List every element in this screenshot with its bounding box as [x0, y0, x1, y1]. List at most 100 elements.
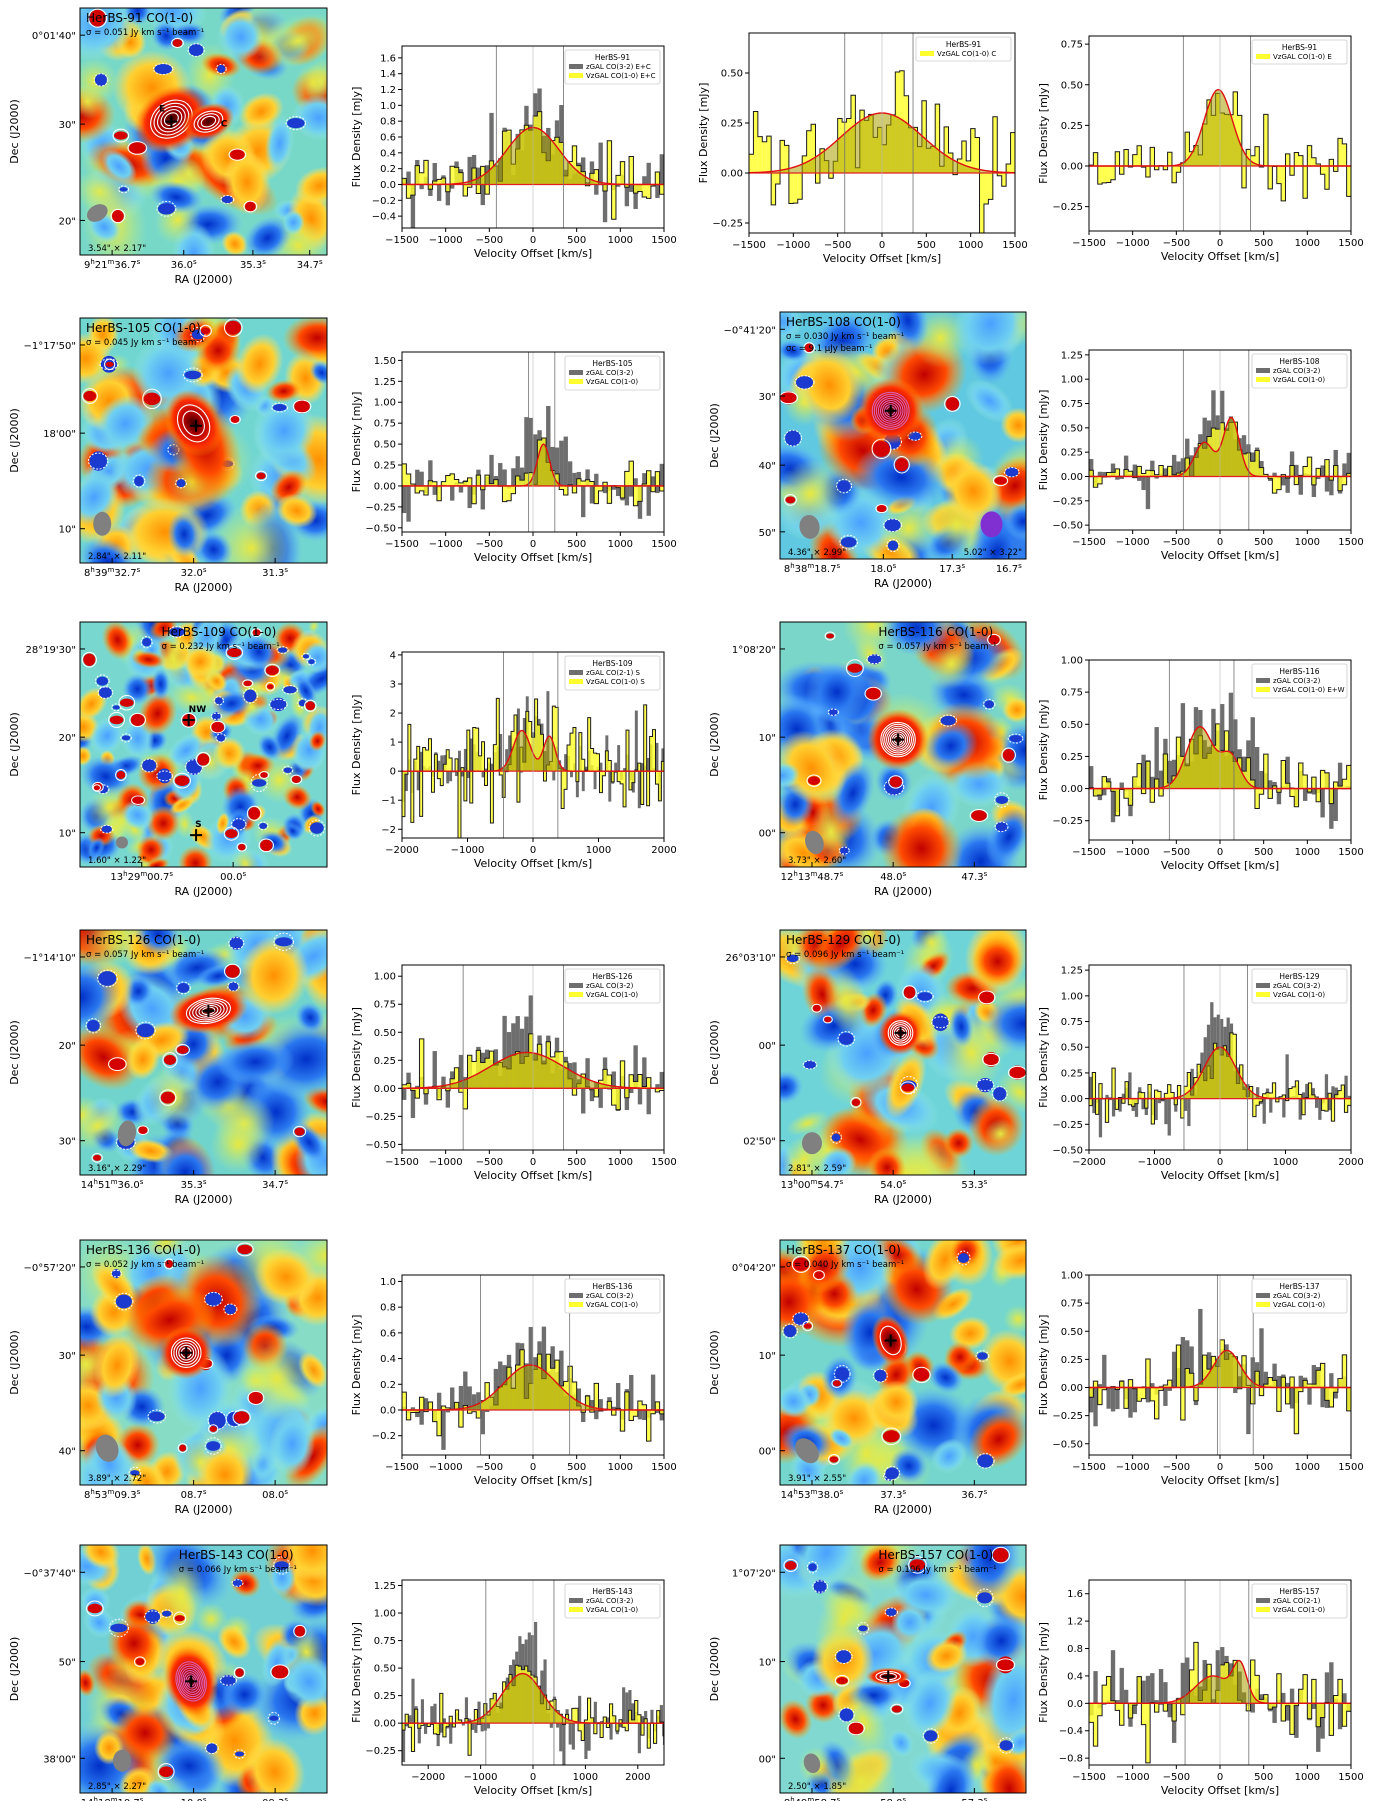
yellow-spectrum-bin — [416, 746, 420, 772]
positive-peak — [238, 843, 246, 851]
y-tick-label: 0.00 — [1061, 784, 1083, 795]
grey-spectrum-bin — [1346, 452, 1351, 477]
grey-spectrum-bin — [562, 1723, 566, 1765]
grey-spectrum-bin — [483, 1723, 487, 1731]
yellow-spectrum-bin — [1250, 780, 1255, 789]
yellow-spectrum-bin — [1158, 465, 1164, 477]
noise-blob — [217, 12, 265, 61]
negative-peak — [205, 1291, 222, 1307]
grey-spectrum-bin — [519, 467, 525, 486]
yellow-spectrum-bin — [1331, 1098, 1335, 1122]
yellow-spectrum-bin — [1269, 1093, 1273, 1099]
yellow-spectrum-bin — [471, 485, 477, 504]
grey-spectrum-bin — [1329, 1373, 1334, 1388]
x-tick-label: 1000 — [573, 1772, 598, 1783]
yellow-spectrum-bin — [1333, 1387, 1338, 1393]
noise-blob — [229, 1569, 262, 1598]
yellow-spectrum-bin — [1095, 1098, 1099, 1115]
grey-spectrum-bin — [1163, 1387, 1168, 1406]
yellow-spectrum-bin — [1119, 1703, 1124, 1726]
yellow-spectrum-bin — [1115, 468, 1120, 477]
yellow-spectrum-bin — [655, 471, 660, 486]
yellow-spectrum-bin — [979, 173, 984, 233]
yellow-spectrum-bin — [1337, 138, 1343, 166]
yellow-spectrum-bin — [1102, 1387, 1107, 1390]
positive-peak — [109, 715, 124, 725]
y-tick-label: 0.2 — [380, 1380, 396, 1391]
y-tick-label: 1 — [390, 738, 396, 749]
positive-peak — [244, 201, 256, 212]
yellow-spectrum-bin — [1281, 474, 1286, 477]
x-tick-label: −500 — [824, 240, 851, 251]
source-emission — [182, 102, 235, 141]
yellow-spectrum-bin — [1150, 788, 1155, 803]
noise-blob — [101, 148, 137, 184]
position-cross — [180, 1346, 193, 1359]
yellow-spectrum-bin — [1292, 1086, 1296, 1099]
yellow-spectrum-bin — [1289, 465, 1295, 477]
yellow-spectrum-bin — [1278, 1096, 1283, 1099]
negative-contour — [257, 821, 269, 831]
x-tick-label: −1000 — [1116, 847, 1150, 858]
positive-peak — [294, 1625, 305, 1637]
yellow-spectrum-bin — [1337, 1679, 1343, 1704]
hb91-map: HerBS-91 CO(1-0)σ = 0.051 Jy km s⁻¹ beam… — [8, 7, 328, 286]
grey-spectrum-bin — [432, 163, 437, 185]
grey-spectrum-bin — [581, 1410, 586, 1423]
yellow-spectrum-bin — [662, 1723, 664, 1736]
yellow-spectrum-bin — [594, 1088, 599, 1097]
legend-entry: VzGAL CO(1-0) E — [1273, 53, 1332, 61]
noise-blob — [134, 930, 182, 956]
grey-spectrum-bin — [428, 184, 433, 196]
negative-peak — [111, 1268, 121, 1279]
positive-contour — [902, 985, 917, 1000]
positive-peak — [803, 1323, 812, 1329]
positive-peak — [997, 1656, 1014, 1674]
noise-blob — [210, 689, 253, 718]
yellow-spectrum-bin — [629, 1410, 634, 1421]
positive-contour — [803, 342, 816, 354]
source-contour — [180, 1667, 202, 1695]
legend-entry: zGAL CO(3-2) — [1273, 982, 1321, 990]
noise-blob — [254, 1018, 327, 1100]
noise-blob — [965, 379, 1014, 423]
grey-spectrum-bin — [415, 1410, 420, 1418]
source-contour — [893, 1026, 908, 1040]
positive-peak — [814, 1271, 824, 1279]
x-tick-label: 0 — [1217, 1462, 1223, 1473]
noise-blob — [146, 1779, 174, 1793]
x-tick-label: 500 — [1254, 1772, 1273, 1783]
negative-contour — [883, 778, 905, 796]
yellow-spectrum-bin — [1316, 1370, 1321, 1388]
position-cross — [202, 1004, 215, 1017]
grey-spectrum-bin — [598, 142, 603, 185]
y-tick-label: 0.25 — [1061, 752, 1083, 763]
ra-tick-label: 34.7s — [262, 1178, 288, 1191]
negative-peak — [858, 1625, 868, 1632]
positive-peak — [211, 720, 224, 734]
yellow-spectrum-bin — [1154, 779, 1159, 789]
positive-peak — [294, 399, 310, 414]
noise-blob — [889, 1447, 929, 1484]
grey-spectrum-bin — [493, 1368, 499, 1410]
dec-tick-label: −0°41'20" — [723, 325, 776, 336]
noise-blob — [167, 510, 201, 558]
grey-spectrum-bin — [1097, 1384, 1103, 1388]
yellow-spectrum-bin — [594, 1383, 599, 1410]
ra-tick-label: 14h18m10.7s — [81, 1796, 144, 1801]
grey-spectrum-bin — [1285, 756, 1290, 789]
x-tick-label: −500 — [1163, 1772, 1190, 1783]
yellow-spectrum-bin — [471, 1410, 477, 1412]
yellow-spectrum-bin — [1106, 472, 1111, 477]
positive-peak — [174, 1615, 185, 1622]
yellow-spectrum-bin — [458, 1088, 464, 1093]
grey-spectrum-bin — [1102, 1354, 1107, 1388]
grey-spectrum-bin — [1110, 788, 1116, 823]
yellow-spectrum-bin — [489, 483, 494, 486]
y-tick-label: −0.25 — [1052, 816, 1083, 827]
yellow-spectrum-bin — [484, 475, 490, 486]
positive-contour — [115, 769, 127, 781]
noise-blob — [112, 1702, 178, 1764]
noise-blob — [780, 1070, 804, 1104]
yellow-spectrum-bin — [1138, 1092, 1142, 1099]
